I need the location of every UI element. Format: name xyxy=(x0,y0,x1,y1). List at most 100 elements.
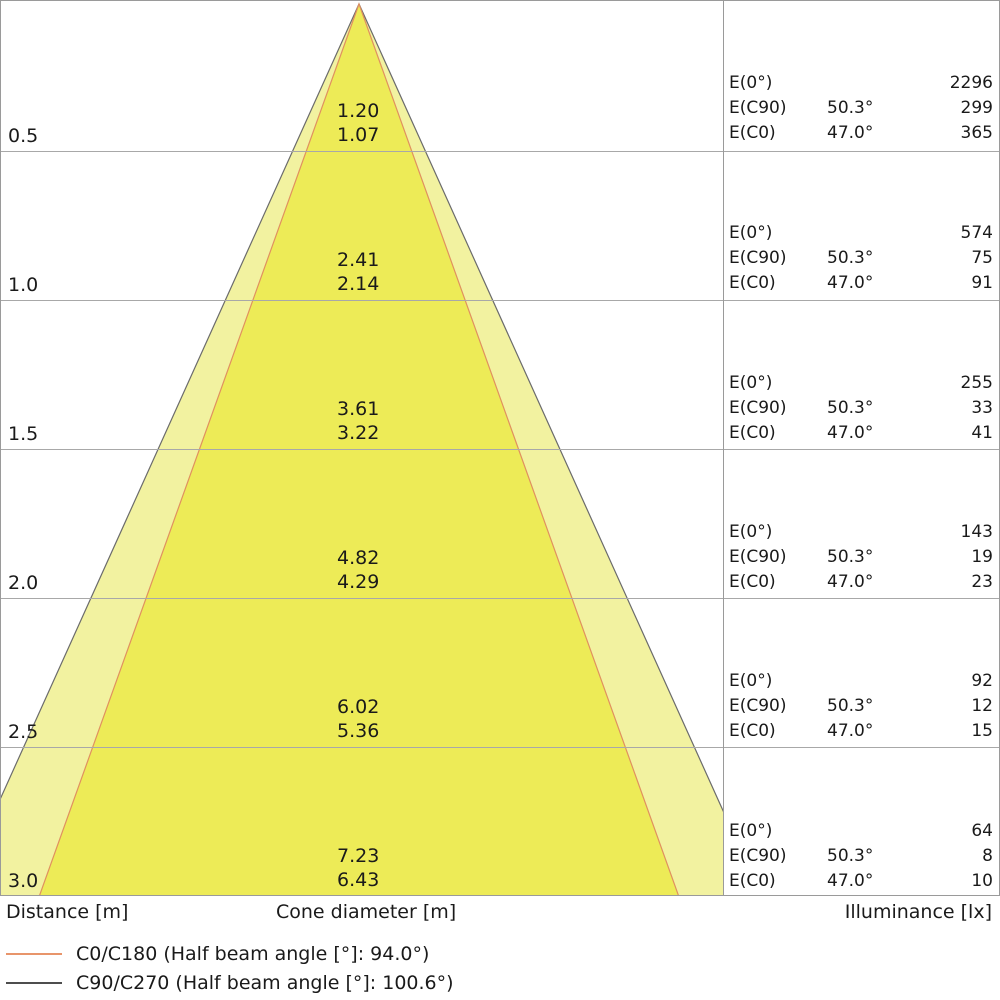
illuminance-row-e0-0: E(0°) 2296 xyxy=(729,71,993,96)
illuminance-row-ec90-3: E(C90) 50.3° 19 xyxy=(729,545,993,570)
illuminance-key-ec0-4: E(C0) xyxy=(729,721,776,741)
legend-label-c90-c270: C90/C270 (Half beam angle [°]: 100.6°) xyxy=(76,972,454,994)
cone-diameter-group-3: 4.82 4.29 xyxy=(337,546,379,594)
illuminance-value-ec90-3: 19 xyxy=(971,547,993,567)
cone-diameter-c0-0: 1.07 xyxy=(337,124,380,146)
cone-diameter-c90-4: 6.02 xyxy=(337,696,380,718)
illuminance-value-ec0-0: 365 xyxy=(960,123,993,143)
illuminance-key-ec90-4: E(C90) xyxy=(729,696,787,716)
illuminance-row-e0-4: E(0°) 92 xyxy=(729,669,993,694)
table-divider xyxy=(723,1,724,895)
illuminance-row-ec90-2: E(C90) 50.3° 33 xyxy=(729,396,993,421)
gridline-2.5 xyxy=(1,747,999,748)
plot-area: 0.5 1.0 1.5 2.0 2.5 3.0 1.20 1.07 2.41 2… xyxy=(0,0,1000,896)
legend-item-c90-c270: C90/C270 (Half beam angle [°]: 100.6°) xyxy=(6,969,706,998)
illuminance-value-e0-2: 255 xyxy=(960,373,993,393)
illuminance-row-ec0-0: E(C0) 47.0° 365 xyxy=(729,121,993,146)
illuminance-block-0: E(0°) 2296 E(C90) 50.3° 299 E(C0) 47.0° … xyxy=(729,71,993,146)
distance-label-1: 1.0 xyxy=(8,274,39,296)
illuminance-value-e0-0: 2296 xyxy=(949,73,993,93)
cone-diameter-c90-1: 2.41 xyxy=(337,249,380,271)
illuminance-angle-ec0-2: 47.0° xyxy=(827,423,874,443)
legend: C0/C180 (Half beam angle [°]: 94.0°) C90… xyxy=(6,940,706,998)
illuminance-angle-ec90-0: 50.3° xyxy=(827,98,874,118)
axis-label-distance: Distance [m] xyxy=(6,901,129,923)
illuminance-key-ec0-0: E(C0) xyxy=(729,123,776,143)
illuminance-angle-ec0-5: 47.0° xyxy=(827,871,874,891)
illuminance-key-e0-2: E(0°) xyxy=(729,373,773,393)
illuminance-value-ec90-5: 8 xyxy=(982,846,993,866)
illuminance-row-ec0-4: E(C0) 47.0° 15 xyxy=(729,719,993,744)
distance-label-3: 2.0 xyxy=(8,572,39,594)
illuminance-angle-ec0-3: 47.0° xyxy=(827,572,874,592)
cone-diameter-c90-0: 1.20 xyxy=(337,100,380,122)
illuminance-row-e0-1: E(0°) 574 xyxy=(729,221,993,246)
cone-diameter-c0-2: 3.22 xyxy=(337,422,380,444)
illuminance-key-ec0-1: E(C0) xyxy=(729,273,776,293)
legend-label-c0-c180: C0/C180 (Half beam angle [°]: 94.0°) xyxy=(76,943,430,965)
illuminance-key-ec0-5: E(C0) xyxy=(729,871,776,891)
cone-diameter-c90-2: 3.61 xyxy=(337,398,380,420)
cone-diameter-group-2: 3.61 3.22 xyxy=(337,397,379,445)
illuminance-row-ec0-1: E(C0) 47.0° 91 xyxy=(729,271,993,296)
illuminance-value-ec0-2: 41 xyxy=(971,423,993,443)
illuminance-angle-ec0-4: 47.0° xyxy=(827,721,874,741)
illuminance-block-1: E(0°) 574 E(C90) 50.3° 75 E(C0) 47.0° 91 xyxy=(729,221,993,296)
illuminance-value-ec90-4: 12 xyxy=(971,696,993,716)
legend-swatch-c90-c270-icon xyxy=(6,982,62,984)
cone-diameter-c0-5: 6.43 xyxy=(337,869,380,891)
illuminance-key-ec90-2: E(C90) xyxy=(729,398,787,418)
illuminance-block-4: E(0°) 92 E(C90) 50.3° 12 E(C0) 47.0° 15 xyxy=(729,669,993,744)
illuminance-row-ec90-5: E(C90) 50.3° 8 xyxy=(729,844,993,869)
illuminance-value-ec0-5: 10 xyxy=(971,871,993,891)
illuminance-angle-ec90-2: 50.3° xyxy=(827,398,874,418)
gridline-1.5 xyxy=(1,449,999,450)
illuminance-angle-ec0-0: 47.0° xyxy=(827,123,874,143)
illuminance-key-ec0-2: E(C0) xyxy=(729,423,776,443)
illuminance-row-ec90-0: E(C90) 50.3° 299 xyxy=(729,96,993,121)
gridline-1.0 xyxy=(1,300,999,301)
illuminance-row-e0-5: E(0°) 64 xyxy=(729,819,993,844)
illuminance-row-e0-3: E(0°) 143 xyxy=(729,520,993,545)
legend-swatch-c0-c180-icon xyxy=(6,953,62,955)
cone-diameter-c0-1: 2.14 xyxy=(337,273,380,295)
illuminance-value-ec0-3: 23 xyxy=(971,572,993,592)
illuminance-value-ec0-1: 91 xyxy=(971,273,993,293)
gridline-2.0 xyxy=(1,598,999,599)
cone-diameter-c0-4: 5.36 xyxy=(337,720,380,742)
illuminance-angle-ec90-4: 50.3° xyxy=(827,696,874,716)
illuminance-angle-ec90-1: 50.3° xyxy=(827,248,874,268)
distance-label-5: 3.0 xyxy=(8,870,39,892)
cone-diameter-group-5: 7.23 6.43 xyxy=(337,844,379,892)
illuminance-key-ec0-3: E(C0) xyxy=(729,572,776,592)
axis-label-cone-diameter: Cone diameter [m] xyxy=(276,901,457,923)
distance-label-2: 1.5 xyxy=(8,423,39,445)
illuminance-row-ec90-4: E(C90) 50.3° 12 xyxy=(729,694,993,719)
illuminance-key-e0-4: E(0°) xyxy=(729,671,773,691)
distance-label-4: 2.5 xyxy=(8,721,39,743)
cone-diameter-group-4: 6.02 5.36 xyxy=(337,695,379,743)
cone-diameter-c90-5: 7.23 xyxy=(337,845,380,867)
illuminance-row-ec90-1: E(C90) 50.3° 75 xyxy=(729,246,993,271)
distance-label-0: 0.5 xyxy=(8,125,39,147)
illuminance-value-e0-3: 143 xyxy=(960,522,993,542)
illuminance-value-ec90-2: 33 xyxy=(971,398,993,418)
illuminance-key-e0-1: E(0°) xyxy=(729,223,773,243)
table-background-mask xyxy=(723,1,999,895)
legend-item-c0-c180: C0/C180 (Half beam angle [°]: 94.0°) xyxy=(6,940,706,969)
illuminance-key-ec90-3: E(C90) xyxy=(729,547,787,567)
illuminance-angle-ec90-5: 50.3° xyxy=(827,846,874,866)
illuminance-row-e0-2: E(0°) 255 xyxy=(729,371,993,396)
illuminance-row-ec0-5: E(C0) 47.0° 10 xyxy=(729,869,993,894)
illuminance-key-e0-5: E(0°) xyxy=(729,821,773,841)
illuminance-angle-ec90-3: 50.3° xyxy=(827,547,874,567)
illuminance-key-ec90-0: E(C90) xyxy=(729,98,787,118)
axis-label-illuminance: Illuminance [lx] xyxy=(844,901,992,923)
illuminance-block-2: E(0°) 255 E(C90) 50.3° 33 E(C0) 47.0° 41 xyxy=(729,371,993,446)
illuminance-row-ec0-3: E(C0) 47.0° 23 xyxy=(729,570,993,595)
illuminance-block-3: E(0°) 143 E(C90) 50.3° 19 E(C0) 47.0° 23 xyxy=(729,520,993,595)
cone-diameter-group-0: 1.20 1.07 xyxy=(337,99,379,147)
cone-diameter-c0-3: 4.29 xyxy=(337,571,380,593)
illuminance-key-ec90-5: E(C90) xyxy=(729,846,787,866)
illuminance-value-ec90-0: 299 xyxy=(960,98,993,118)
